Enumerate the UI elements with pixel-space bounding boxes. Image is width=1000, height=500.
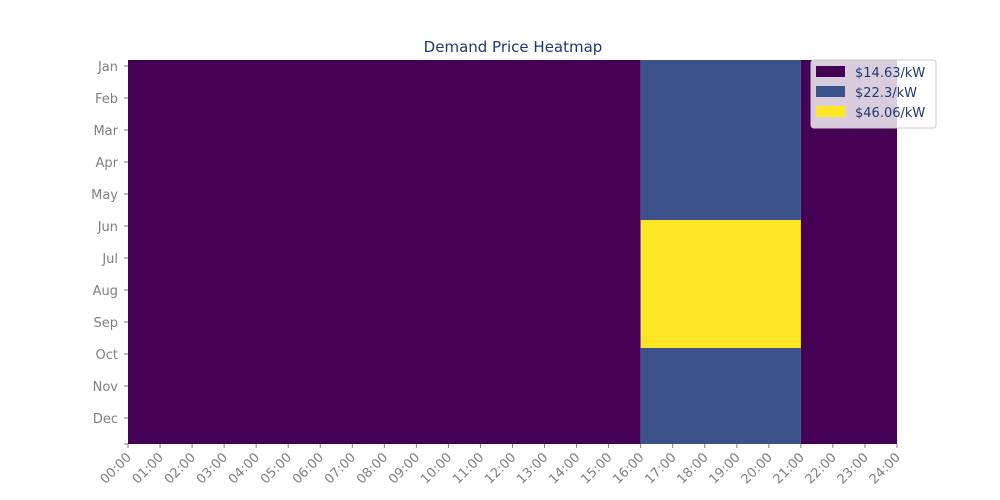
y-tick-label: Feb — [95, 92, 118, 107]
y-tick-label: Dec — [93, 412, 118, 427]
legend-swatch — [816, 66, 845, 77]
y-tick-label: Jun — [97, 220, 118, 235]
x-tick-label: 03:00 — [194, 450, 231, 487]
y-tick-label: Apr — [96, 156, 119, 171]
x-tick-label: 20:00 — [739, 450, 776, 487]
x-axis: 00:0001:0002:0003:0004:0005:0006:0007:00… — [98, 444, 904, 487]
x-tick-label: 11:00 — [450, 450, 487, 487]
x-tick-label: 23:00 — [835, 450, 872, 487]
chart-title: Demand Price Heatmap — [424, 38, 603, 56]
y-tick-label: Mar — [93, 124, 118, 139]
x-tick-label: 14:00 — [546, 450, 583, 487]
y-tick-label: Nov — [93, 380, 119, 395]
legend-label: $22.3/kW — [855, 86, 917, 101]
x-tick-label: 02:00 — [162, 450, 199, 487]
x-tick-label: 06:00 — [290, 450, 327, 487]
x-tick-label: 16:00 — [610, 450, 647, 487]
x-tick-label: 10:00 — [418, 450, 455, 487]
y-tick-label: Jan — [97, 60, 118, 75]
x-tick-label: 15:00 — [578, 450, 615, 487]
legend-swatch — [816, 86, 845, 97]
x-tick-label: 08:00 — [354, 450, 391, 487]
heatmap-region-0 — [128, 60, 641, 444]
y-axis: Jan Feb Mar Apr May Jun Jul Aug Sep Oct Nov Dec — [91, 60, 128, 445]
heatmap-region-2 — [640, 220, 801, 348]
y-tick-label: Oct — [96, 348, 118, 363]
x-tick-label: 17:00 — [642, 450, 679, 487]
heatmap-cells — [128, 60, 897, 444]
x-tick-label: 18:00 — [674, 450, 711, 487]
x-tick-label: 09:00 — [386, 450, 423, 487]
x-tick-label: 19:00 — [707, 450, 744, 487]
heatmap-region-3 — [640, 348, 801, 444]
y-tick-label: Jul — [101, 252, 118, 267]
y-tick-label: Aug — [93, 284, 118, 299]
y-tick-label: Sep — [93, 316, 118, 331]
legend-label: $14.63/kW — [855, 66, 925, 81]
x-tick-label: 13:00 — [514, 450, 551, 487]
x-tick-label: 21:00 — [771, 450, 808, 487]
x-tick-label: 01:00 — [130, 450, 167, 487]
x-tick-label: 12:00 — [482, 450, 519, 487]
legend: $14.63/kW $22.3/kW $46.06/kW — [810, 59, 937, 129]
x-tick-label: 22:00 — [803, 450, 840, 487]
x-tick-label: 04:00 — [226, 450, 263, 487]
x-tick-label: 05:00 — [258, 450, 295, 487]
y-tick-label: May — [91, 188, 118, 203]
x-tick-label: 07:00 — [322, 450, 359, 487]
x-tick-label: 00:00 — [98, 450, 135, 487]
legend-label: $46.06/kW — [855, 106, 925, 121]
heatmap-region-1 — [640, 60, 801, 220]
legend-swatch — [816, 106, 845, 117]
x-tick-label: 24:00 — [867, 450, 904, 487]
